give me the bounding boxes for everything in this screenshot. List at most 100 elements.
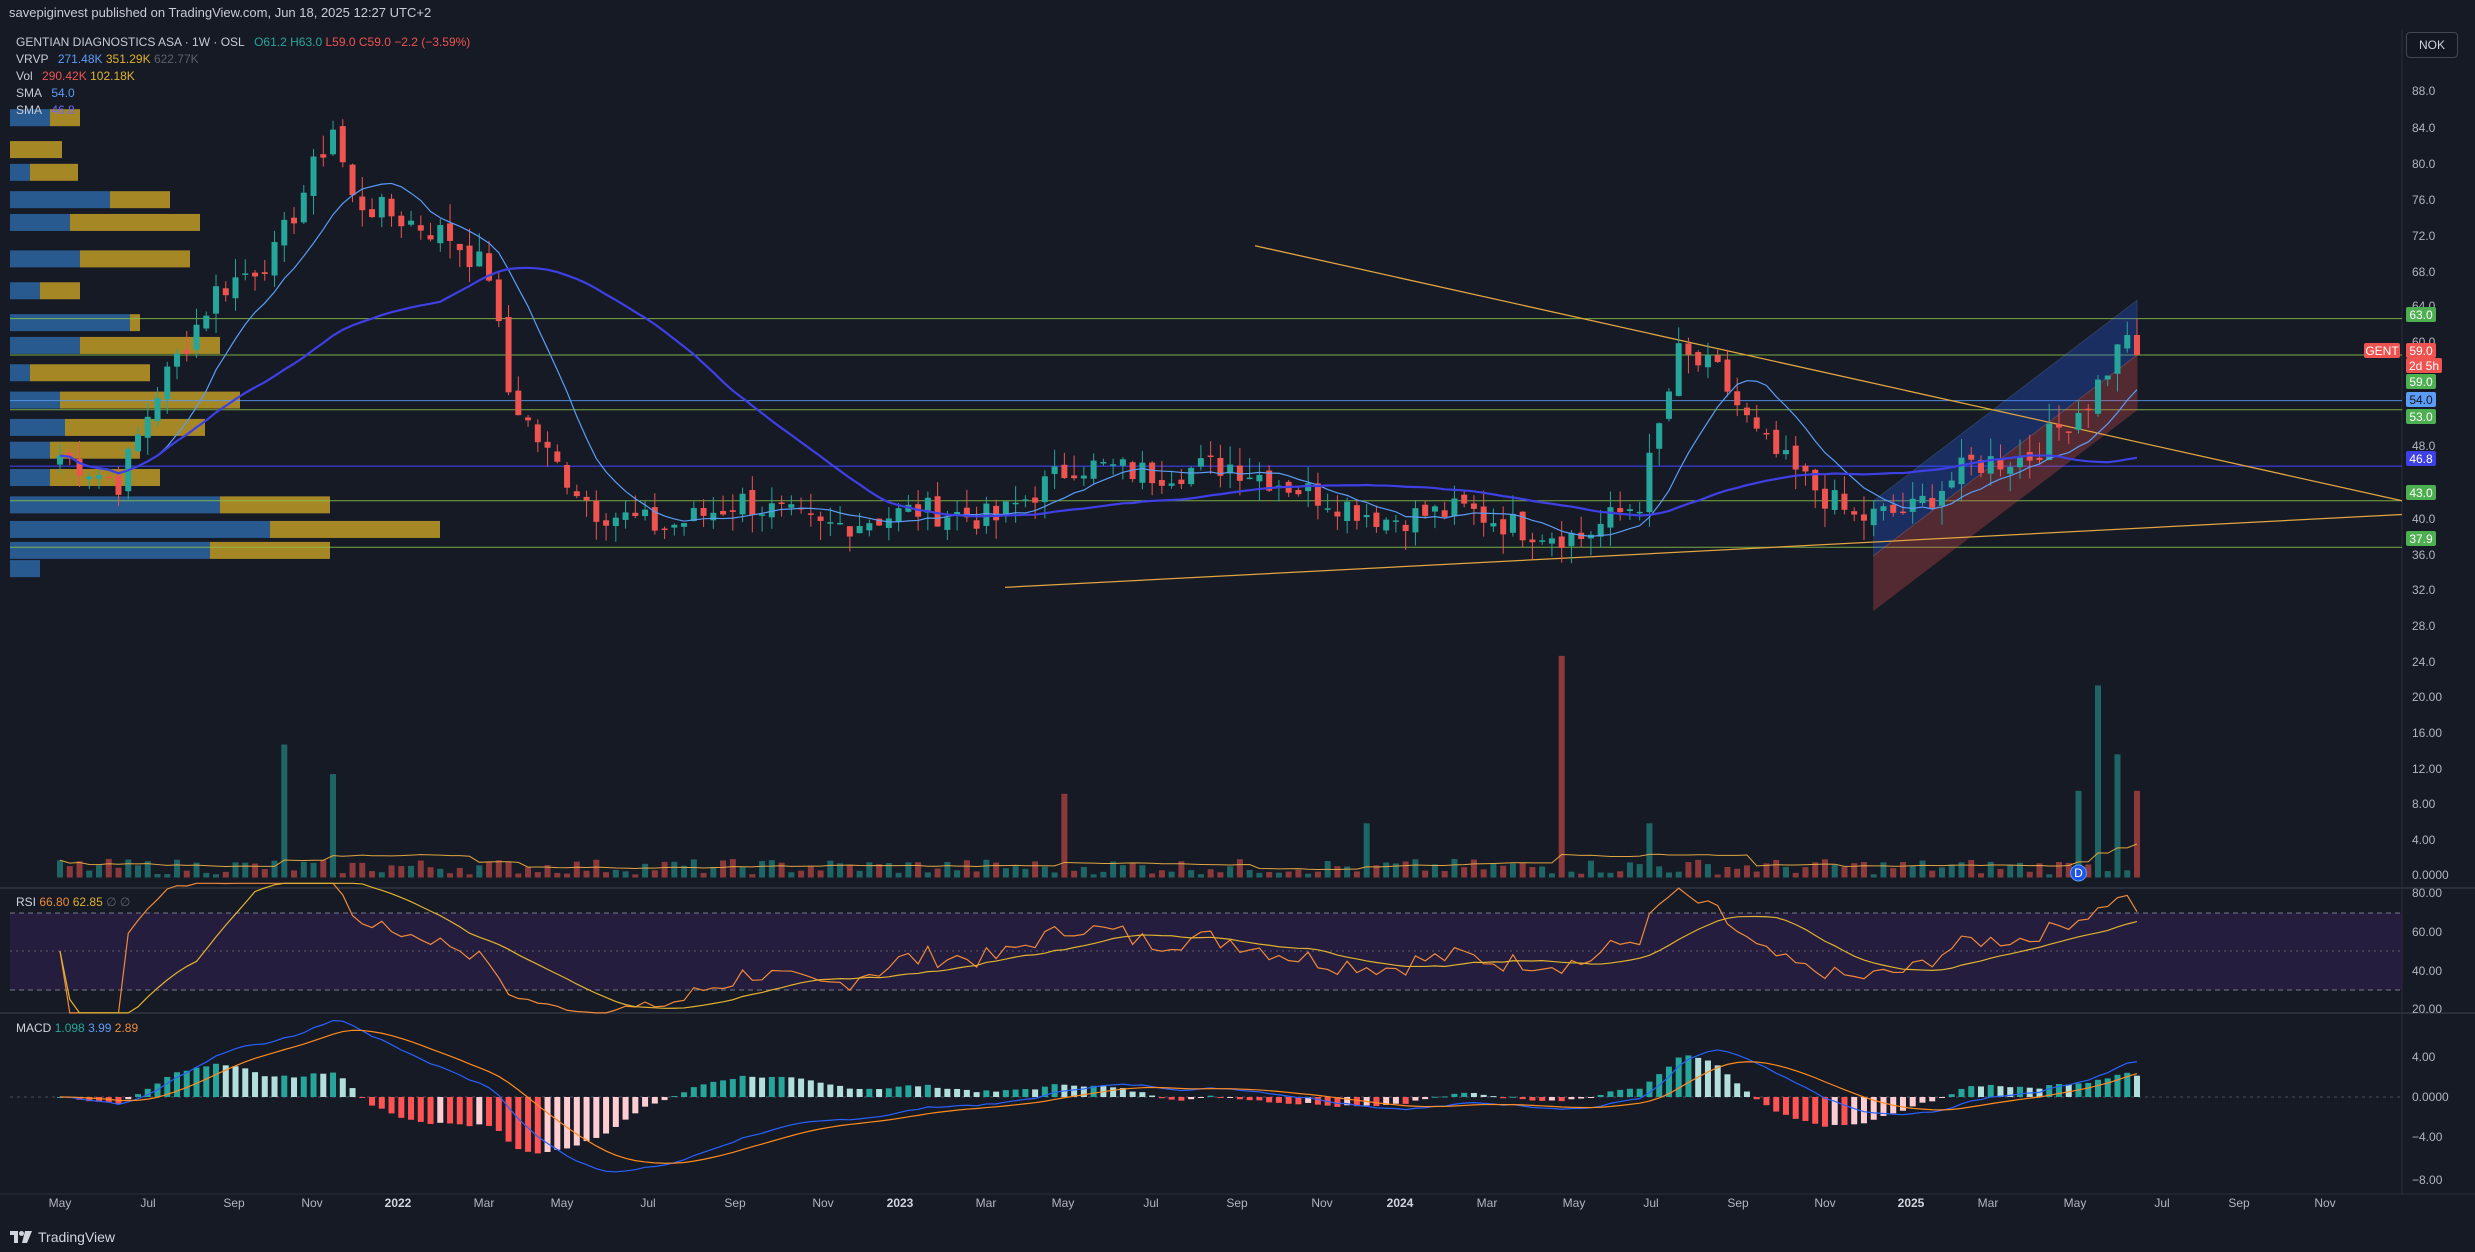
candle-body (2046, 423, 2053, 461)
candle-body (1451, 498, 1458, 517)
macd-hist-bar (924, 1084, 931, 1097)
candle-body (554, 451, 561, 462)
candle-body (632, 512, 639, 517)
candle-body (1012, 502, 1019, 505)
time-tick-label: Jul (1643, 1196, 1658, 1210)
vrvp-bar-down (30, 364, 150, 382)
candle-body (2124, 334, 2131, 349)
candle-body (1578, 532, 1585, 540)
candle-body (924, 497, 931, 513)
macd-hist-bar (437, 1097, 444, 1123)
sma2-row[interactable]: SMA 46.8 (16, 102, 470, 119)
volume-bar (1646, 823, 1653, 878)
volume-bar (1587, 860, 1594, 878)
macd-hist-bar (330, 1072, 337, 1097)
candle-body (1217, 457, 1224, 476)
candle-body (1782, 450, 1789, 455)
price-tick-label: 36.0 (2412, 548, 2436, 562)
candle-body (710, 512, 717, 521)
vrvp-bar-up (10, 163, 30, 181)
vrvp-bar-up (10, 441, 50, 459)
volume-bar (1880, 862, 1887, 878)
time-tick-label: 2023 (887, 1196, 914, 1210)
macd-hist-bar (866, 1088, 873, 1097)
vrvp-bar-up (10, 282, 40, 300)
rsi-tick-label: 40.00 (2412, 964, 2442, 978)
volume-bar (427, 867, 434, 878)
macd-hist-bar (983, 1090, 990, 1097)
symbol-name[interactable]: GENTIAN DIAGNOSTICS ASA · 1W · OSL (16, 35, 245, 49)
volume-bar (1402, 861, 1409, 878)
ohlc-high: H63.0 (290, 35, 323, 49)
macd-hist-bar (174, 1072, 181, 1097)
volume-bar (1451, 859, 1458, 878)
dividend-marker (2069, 864, 2087, 882)
volume-bar (1899, 861, 1906, 878)
macd-hist-bar (1948, 1094, 1955, 1097)
price-tick-label: 12.00 (2412, 762, 2442, 776)
rsi-ma-line (59, 882, 2138, 1014)
macd-hist-bar (905, 1085, 912, 1097)
price-tick-label: 20.00 (2412, 690, 2442, 704)
ohlc-open: O61.2 (254, 35, 287, 49)
macd-hist-bar (1490, 1096, 1497, 1098)
price-label-box (2406, 485, 2436, 500)
sma1-row[interactable]: SMA 54.0 (16, 85, 470, 102)
price-tick-label: 76.0 (2412, 193, 2436, 207)
price-tick-label: 84.0 (2412, 121, 2436, 135)
candle-body (456, 243, 463, 251)
macd-hist-bar (2134, 1075, 2140, 1097)
candle-body (1597, 523, 1604, 537)
macd-hist-bar (1470, 1092, 1477, 1097)
vrvp-row[interactable]: VRVP 271.48K 351.29K 622.77K (16, 51, 470, 68)
volume-bar (349, 862, 356, 878)
vol-row[interactable]: Vol 290.42K 102.18K (16, 68, 470, 85)
macd-hist-bar (817, 1082, 824, 1097)
macd-hist-bar (1090, 1085, 1097, 1097)
macd-hist-bar (1587, 1097, 1594, 1098)
price-label-box (2406, 392, 2436, 407)
volume-bar (378, 872, 385, 878)
macd-tick-label: −8.00 (2412, 1173, 2443, 1187)
price-label-box (2406, 451, 2436, 466)
tradingview-logo[interactable]: TradingView (10, 1229, 115, 1245)
volume-bar (632, 874, 639, 878)
macd-legend[interactable]: MACD 1.098 3.99 2.89 (16, 1021, 138, 1035)
rsi-legend[interactable]: RSI 66.80 62.85 ∅ ∅ (16, 895, 130, 909)
macd-hist-bar (593, 1097, 600, 1138)
candle-body (1314, 483, 1321, 506)
candle-body (1919, 495, 1926, 504)
macd-hist-bar (1539, 1097, 1546, 1101)
volume-bar (817, 870, 824, 878)
price-label-text: 59.0 (2409, 344, 2433, 358)
volume-bar (1129, 863, 1136, 878)
volume-bar (905, 862, 912, 878)
vrvp-bar-down (80, 250, 190, 268)
volume-bar (2055, 862, 2062, 878)
candle-body (1002, 501, 1009, 517)
volume-bar (1412, 859, 1419, 878)
macd-hist-bar (661, 1097, 668, 1101)
volume-bar (1704, 864, 1711, 878)
macd-hist-bar (320, 1073, 327, 1097)
macd-tick-label: 4.00 (2412, 1050, 2436, 1064)
volume-bar (2134, 790, 2140, 878)
volume-bar (242, 862, 249, 878)
candle-body (593, 500, 600, 522)
macd-hist-bar (1899, 1097, 1906, 1111)
volume-bar (1714, 874, 1721, 878)
macd-hist-bar (554, 1097, 561, 1150)
trendline-ascending (1004, 513, 2403, 588)
currency-button[interactable]: NOK (2406, 32, 2458, 58)
macd-hist-bar (720, 1080, 727, 1097)
macd-hist-bar (456, 1097, 463, 1125)
candle-body (1899, 511, 1906, 514)
vrvp-bar-up (10, 418, 65, 436)
volume-bar (213, 874, 220, 878)
chart-frame (0, 26, 2475, 1226)
macd-hist-bar (232, 1066, 239, 1097)
macd-hist-bar (1344, 1097, 1351, 1106)
volume-bar (837, 863, 844, 878)
candle-body (1792, 445, 1799, 470)
